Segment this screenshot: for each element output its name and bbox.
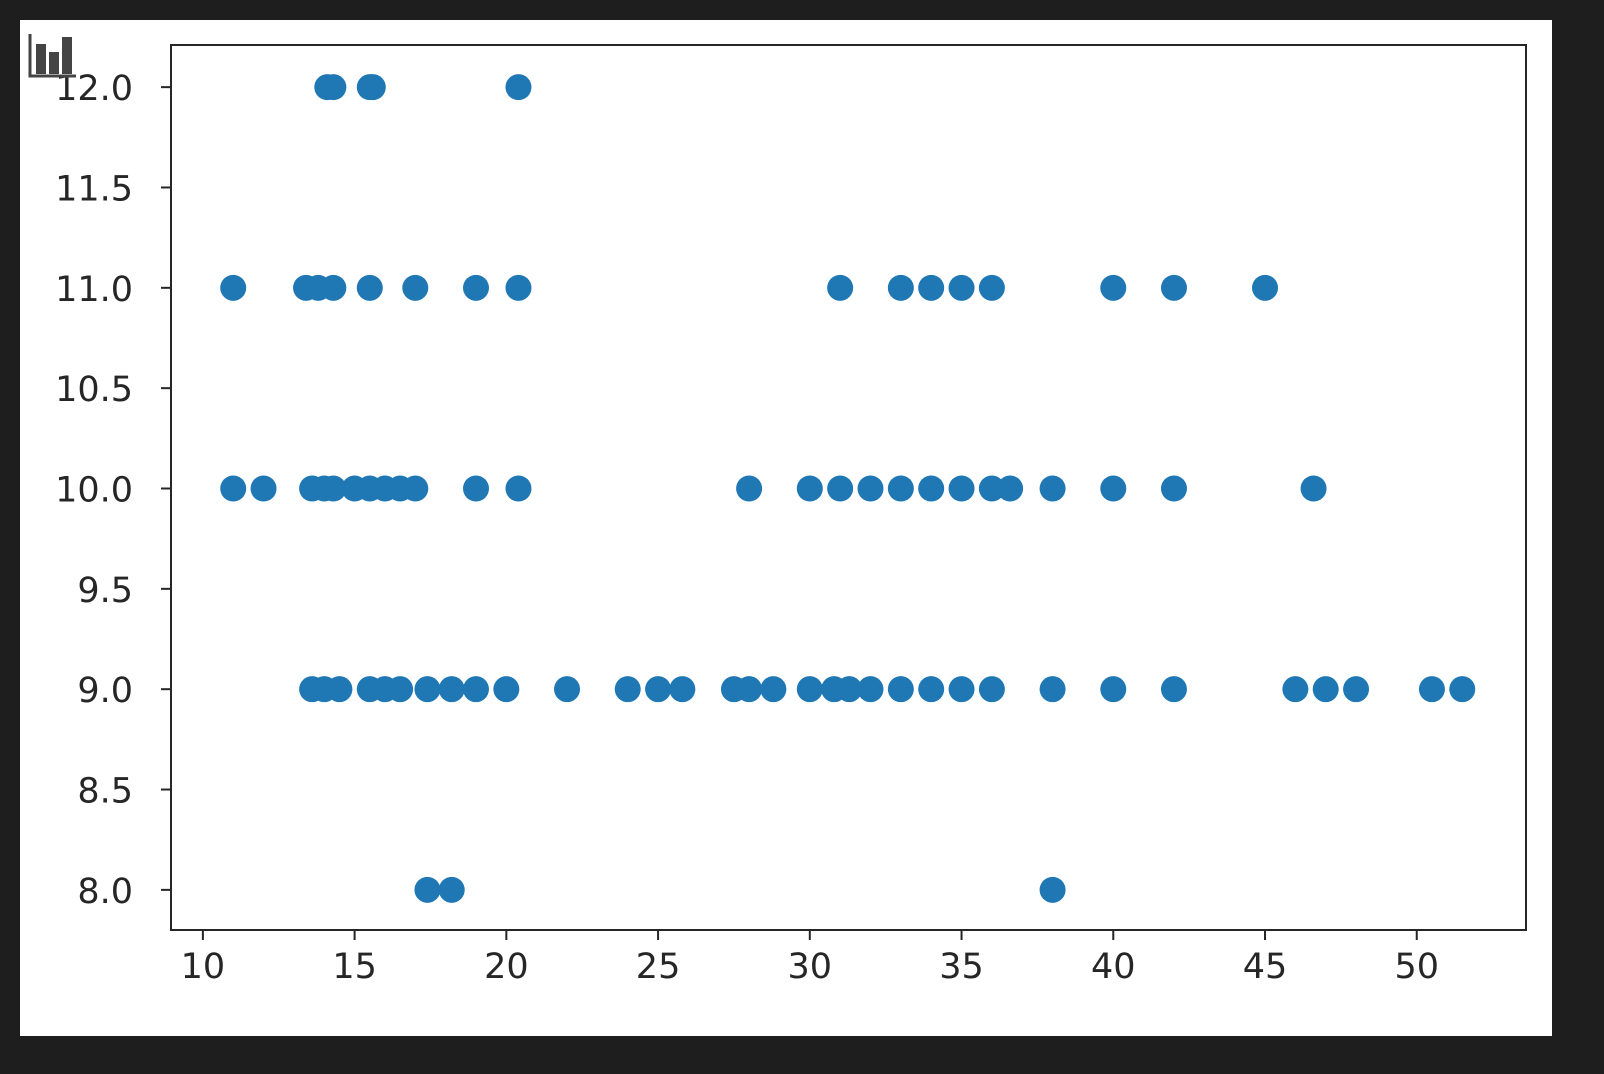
scatter-point — [220, 274, 247, 301]
scatter-point — [1418, 676, 1445, 703]
scatter-point — [505, 74, 532, 101]
scatter-point — [887, 676, 914, 703]
y-tick-label: 11.5 — [55, 169, 133, 209]
x-tick-label: 20 — [484, 947, 529, 987]
scatter-point — [1252, 274, 1279, 301]
scatter-point — [857, 475, 884, 502]
scatter-point — [438, 676, 465, 703]
scatter-point — [414, 676, 441, 703]
scatter-point — [614, 676, 641, 703]
scatter-point — [1160, 676, 1187, 703]
scatter-point — [320, 274, 347, 301]
scatter-point — [948, 274, 975, 301]
scatter-point — [438, 876, 465, 903]
scatter-point — [760, 676, 787, 703]
scatter-point — [1300, 475, 1327, 502]
scatter-point — [1100, 475, 1127, 502]
scatter-point — [796, 676, 823, 703]
y-tick-label: 11.0 — [55, 270, 133, 310]
scatter-point — [796, 475, 823, 502]
scatter-point — [320, 475, 347, 502]
scatter-point — [462, 475, 489, 502]
scatter-point — [505, 475, 532, 502]
scatter-point — [1039, 876, 1066, 903]
x-tick-label: 10 — [181, 947, 226, 987]
scatter-point — [250, 475, 277, 502]
y-tick-label: 8.0 — [77, 872, 133, 912]
scatter-point — [736, 676, 763, 703]
scatter-point — [1100, 274, 1127, 301]
y-tick-label: 8.5 — [77, 772, 133, 812]
scatter-point — [1343, 676, 1370, 703]
y-tick-label: 10.5 — [55, 370, 133, 410]
scatter-point — [978, 475, 1005, 502]
scatter-point — [1039, 475, 1066, 502]
scatter-point — [645, 676, 672, 703]
x-tick-label: 40 — [1091, 947, 1136, 987]
x-tick-label: 15 — [332, 947, 377, 987]
scatter-point — [857, 676, 884, 703]
scatter-point — [827, 274, 854, 301]
scatter-point — [326, 676, 353, 703]
scatter-point — [554, 676, 581, 703]
scatter-point — [402, 274, 429, 301]
output-panel — [20, 20, 1552, 1036]
scatter-point — [1282, 676, 1309, 703]
scatter-point — [1100, 676, 1127, 703]
scatter-point — [220, 475, 247, 502]
scatter-point — [736, 475, 763, 502]
scatter-point — [918, 475, 945, 502]
scatter-point — [887, 475, 914, 502]
y-tick-label: 9.0 — [77, 671, 133, 711]
x-tick-label: 45 — [1243, 947, 1288, 987]
scatter-point — [1312, 676, 1339, 703]
y-tick-label: 10.0 — [55, 471, 133, 511]
x-tick-label: 25 — [636, 947, 681, 987]
x-tick-label: 30 — [788, 947, 833, 987]
x-tick-label: 35 — [939, 947, 984, 987]
scatter-point — [320, 74, 347, 101]
scatter-point — [978, 676, 1005, 703]
scatter-point — [1449, 676, 1476, 703]
bar-chart-icon[interactable] — [28, 32, 78, 82]
y-tick-label: 9.5 — [77, 571, 133, 611]
scatter-point — [948, 475, 975, 502]
scatter-point — [462, 676, 489, 703]
x-tick-label: 50 — [1394, 947, 1439, 987]
scatter-point — [1039, 676, 1066, 703]
scatter-point — [978, 274, 1005, 301]
scatter-point — [493, 676, 520, 703]
scatter-point — [827, 475, 854, 502]
scatter-point — [918, 676, 945, 703]
scatter-point — [836, 676, 863, 703]
scatter-point — [356, 274, 383, 301]
scatter-point — [359, 74, 386, 101]
scatter-point — [1160, 475, 1187, 502]
scatter-point — [387, 676, 414, 703]
scatter-point — [462, 274, 489, 301]
scatter-point — [918, 274, 945, 301]
scatter-point — [997, 475, 1024, 502]
scatter-point — [505, 274, 532, 301]
scatter-point — [669, 676, 696, 703]
plot-frame — [170, 44, 1527, 931]
scatter-point — [402, 475, 429, 502]
scatter-point — [948, 676, 975, 703]
scatter-point — [1160, 274, 1187, 301]
scatter-point — [414, 876, 441, 903]
scatter-point — [887, 274, 914, 301]
